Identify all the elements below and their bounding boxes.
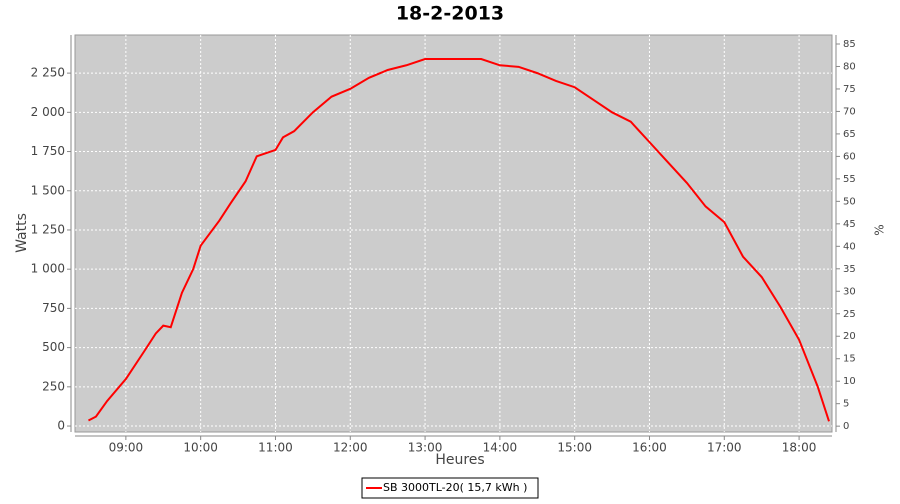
x-tick-label: 14:00: [483, 441, 518, 455]
y2-tick-label: 40: [843, 241, 856, 252]
y2-tick-label: 65: [843, 129, 856, 140]
chart-title: 18-2-2013: [396, 3, 504, 25]
y-tick-label: 2 000: [31, 105, 65, 119]
x-tick-label: 17:00: [707, 441, 742, 455]
y2-tick-label: 55: [843, 174, 856, 185]
y-tick-label: 1 250: [31, 222, 65, 236]
y2-tick-label: 35: [843, 264, 856, 275]
legend-label: SB 3000TL-20( 15,7 kWh ): [383, 481, 527, 494]
y2-tick-label: 30: [843, 286, 856, 297]
y2-tick-label: 20: [843, 331, 856, 342]
plot-area: [74, 34, 833, 433]
y-tick-label: 250: [42, 379, 65, 393]
y2-tick-label: 85: [843, 39, 856, 50]
y2-tick-label: 45: [843, 219, 856, 230]
y-tick-label: 1 750: [31, 144, 65, 158]
y2-tick-label: 75: [843, 84, 856, 95]
x-tick-label: 18:00: [782, 441, 817, 455]
y2-tick-label: 10: [843, 376, 856, 387]
x-tick-label: 10:00: [183, 441, 218, 455]
x-tick-label: 16:00: [632, 441, 667, 455]
y-tick-label: 2 250: [31, 66, 65, 80]
y-tick-label: 750: [42, 301, 65, 315]
y2-tick-label: 70: [843, 106, 856, 117]
y-axis-label: Watts: [14, 213, 30, 253]
y2-tick-label: 5: [843, 399, 849, 410]
y2-tick-label: 60: [843, 151, 856, 162]
x-tick-label: 12:00: [333, 441, 368, 455]
y2-tick-label: 15: [843, 354, 856, 365]
x-tick-label: 09:00: [109, 441, 144, 455]
data-line: [88, 57, 830, 422]
y-tick-label: 0: [57, 419, 65, 433]
x-axis-label: Heures: [435, 452, 484, 468]
legend: SB 3000TL-20( 15,7 kWh ): [361, 477, 539, 499]
y2-tick-label: 80: [843, 61, 856, 72]
y2-tick-label: 25: [843, 309, 856, 320]
y2-tick-label: 0: [843, 421, 849, 432]
y2-tick-label: 50: [843, 196, 856, 207]
y-tick-label: 1 500: [31, 183, 65, 197]
y-tick-label: 500: [42, 340, 65, 354]
x-tick-label: 15:00: [557, 441, 592, 455]
x-tick-label: 13:00: [408, 441, 443, 455]
legend-box: [361, 477, 539, 499]
x-tick-label: 11:00: [258, 441, 293, 455]
y-tick-label: 1 000: [31, 262, 65, 276]
y2-axis-label: %: [873, 224, 887, 235]
